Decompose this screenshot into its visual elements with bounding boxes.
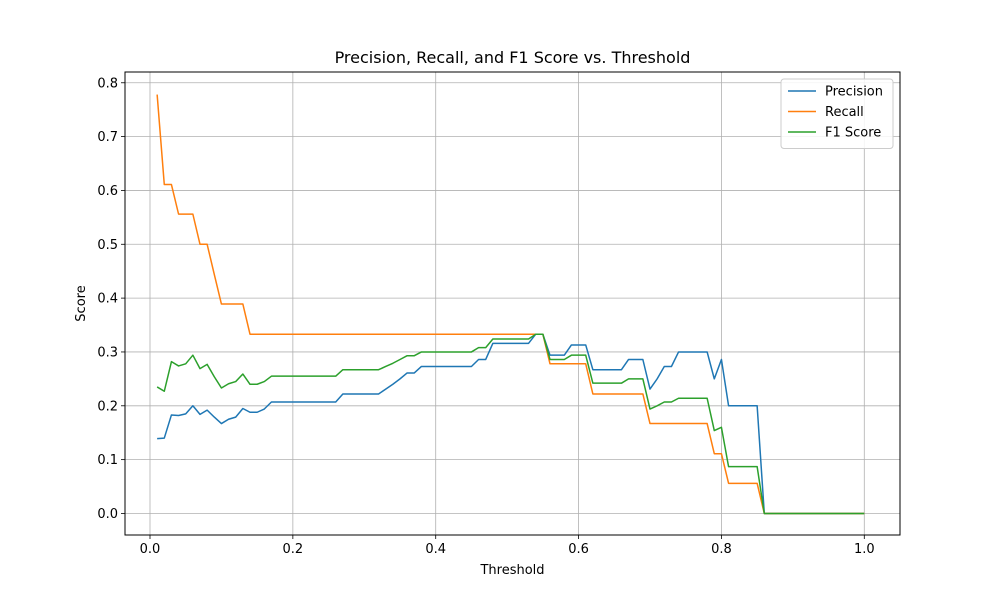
series-lines [156,94,865,515]
legend-box [780,78,894,149]
x-tick-label: 0.4 [425,542,446,557]
legend-label-f1-score: F1 Score [825,126,881,141]
x-axis-ticks: 0.0 0.2 0.4 0.6 0.8 1.0 [140,535,875,557]
series-line-precision [157,333,865,515]
x-tick-label: 0.0 [140,542,161,557]
y-tick-label: 0.6 [97,184,118,199]
chart-title: Precision, Recall, and F1 Score vs. Thre… [335,48,691,67]
series-line-recall [156,94,865,515]
x-tick-label: 0.2 [283,542,304,557]
y-axis-ticks: 0.0 0.1 0.2 0.3 0.4 0.5 0.6 0.7 0.8 [97,76,125,522]
x-tick-label: 1.0 [854,542,875,557]
grid [125,72,900,535]
x-tick-label: 0.6 [568,542,589,557]
y-tick-label: 0.1 [97,453,118,468]
y-tick-label: 0.5 [97,238,118,253]
y-tick-label: 0.0 [97,507,118,522]
x-axis-label: Threshold [479,563,544,578]
y-tick-label: 0.8 [97,76,118,91]
legend: Precision Recall F1 Score [780,78,894,149]
y-tick-label: 0.2 [97,399,118,414]
y-axis-label: Score [74,285,89,321]
y-tick-label: 0.3 [97,345,118,360]
series-line-f1-score [156,333,865,515]
plot-frame [124,71,901,536]
y-tick-label: 0.7 [97,130,118,145]
y-tick-label: 0.4 [97,292,118,307]
legend-label-precision: Precision [825,85,883,100]
legend-label-recall: Recall [825,105,864,120]
x-tick-label: 0.8 [711,542,732,557]
